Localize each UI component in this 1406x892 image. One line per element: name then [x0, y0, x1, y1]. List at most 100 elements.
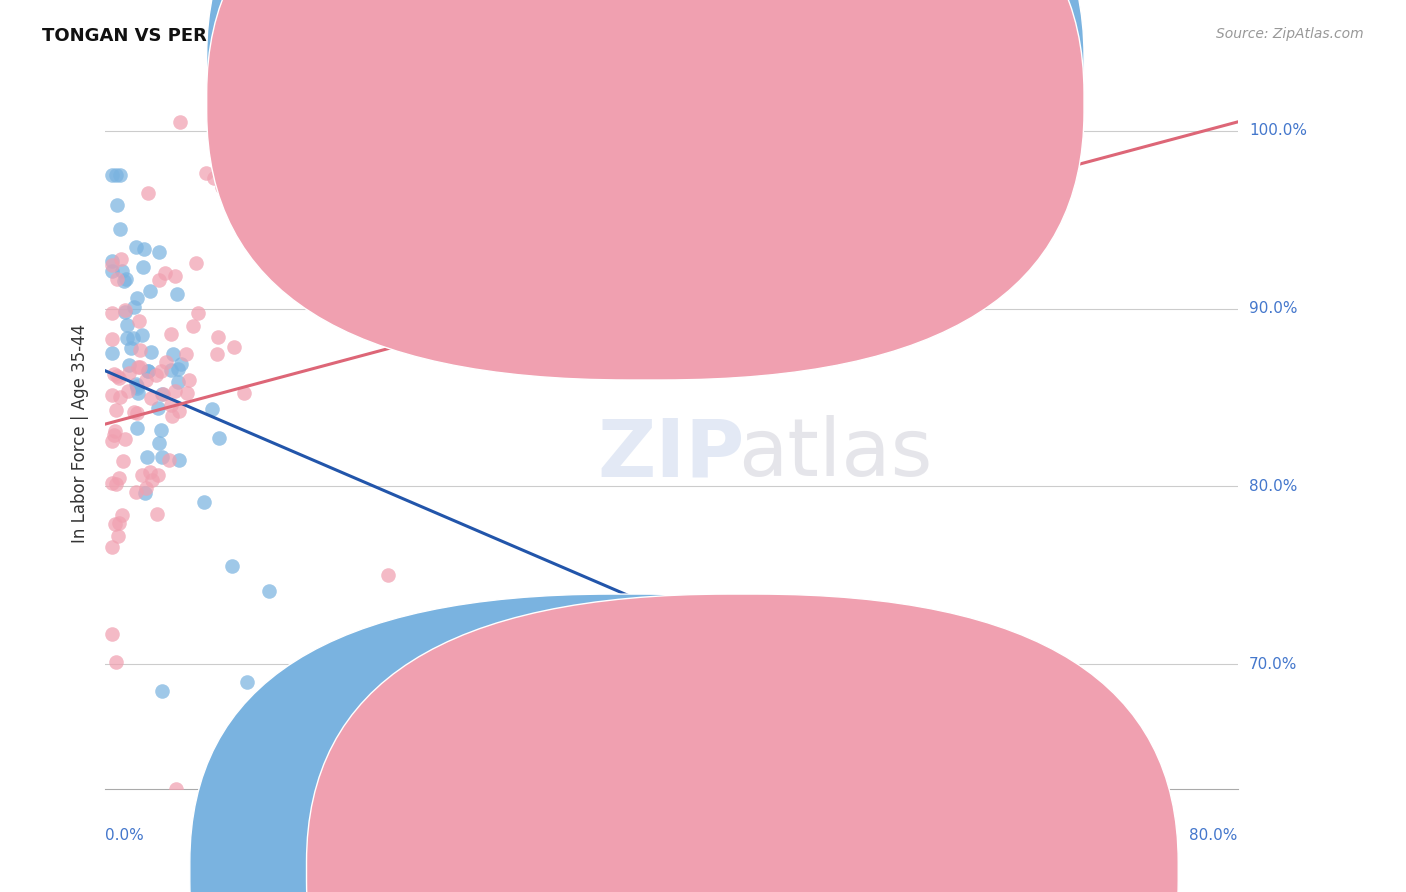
Point	[114, 432, 136, 446]
Point	[131, 327, 153, 342]
Point	[134, 486, 156, 500]
Point	[297, 115, 319, 129]
Text: 84: 84	[814, 95, 835, 109]
Point	[131, 468, 153, 483]
Point	[117, 384, 139, 399]
Point	[114, 302, 136, 317]
Point	[112, 453, 135, 467]
Point	[127, 379, 149, 393]
Point	[169, 115, 191, 129]
Point	[125, 421, 148, 435]
Point	[202, 170, 225, 185]
Point	[150, 450, 173, 464]
Point	[350, 115, 373, 129]
Point	[145, 507, 167, 521]
Point	[232, 385, 254, 400]
Point	[125, 381, 148, 395]
Point	[136, 364, 159, 378]
Point	[104, 424, 127, 438]
Point	[101, 475, 124, 490]
Point	[115, 330, 138, 344]
Point	[105, 369, 128, 384]
Point	[105, 272, 128, 286]
Point	[128, 359, 150, 374]
Point	[101, 306, 124, 320]
Point	[131, 260, 153, 274]
Point	[149, 423, 172, 437]
Point	[101, 388, 124, 402]
Point	[122, 405, 145, 419]
Point	[125, 485, 148, 500]
Point	[101, 168, 124, 182]
Text: 90.0%: 90.0%	[1249, 301, 1298, 316]
Text: 0.0%: 0.0%	[105, 828, 143, 843]
Text: 80.0%: 80.0%	[1249, 479, 1298, 494]
Point	[105, 168, 128, 182]
Point	[166, 286, 188, 301]
Point	[152, 387, 174, 401]
Point	[110, 252, 132, 267]
Text: 57: 57	[814, 57, 835, 71]
Text: Peruvians: Peruvians	[763, 864, 838, 879]
Point	[193, 495, 215, 509]
Point	[208, 431, 231, 445]
Point	[177, 373, 200, 387]
Point	[153, 266, 176, 280]
Point	[159, 363, 181, 377]
Point	[108, 221, 131, 235]
Y-axis label: In Labor Force | Age 35-44: In Labor Force | Age 35-44	[72, 324, 89, 542]
Point	[148, 245, 170, 260]
Text: 100.0%: 100.0%	[1249, 123, 1308, 138]
Point	[108, 370, 131, 384]
Point	[125, 406, 148, 420]
Point	[148, 273, 170, 287]
Point	[114, 305, 136, 319]
Point	[128, 314, 150, 328]
Point	[176, 385, 198, 400]
Text: N =: N =	[769, 57, 813, 71]
Point	[159, 398, 181, 412]
Point	[174, 346, 197, 360]
Point	[103, 367, 125, 381]
Point	[141, 391, 163, 405]
Text: -0.300: -0.300	[702, 57, 756, 71]
Point	[211, 179, 233, 194]
Point	[165, 781, 187, 796]
Point	[127, 360, 149, 375]
Point	[150, 386, 173, 401]
Point	[146, 401, 169, 415]
Point	[117, 318, 139, 332]
Point	[183, 318, 205, 333]
Point	[943, 124, 966, 138]
Point	[101, 540, 124, 554]
Point	[101, 253, 124, 268]
Point	[232, 115, 254, 129]
Point	[128, 343, 150, 357]
Point	[139, 344, 162, 359]
Point	[112, 274, 135, 288]
Point	[166, 362, 188, 376]
Point	[101, 332, 124, 346]
Point	[162, 409, 184, 424]
Point	[105, 402, 128, 417]
Text: 70.0%: 70.0%	[1249, 657, 1298, 672]
Point	[186, 255, 208, 269]
Text: Source: ZipAtlas.com: Source: ZipAtlas.com	[1216, 27, 1364, 41]
Text: 0.303: 0.303	[702, 95, 755, 109]
Text: ZIP: ZIP	[598, 416, 745, 493]
Point	[101, 264, 124, 278]
Point	[108, 516, 131, 530]
Point	[122, 300, 145, 314]
Point	[335, 742, 357, 756]
Point	[101, 627, 124, 641]
Point	[222, 340, 245, 354]
Point	[125, 240, 148, 254]
Point	[194, 165, 217, 179]
Point	[122, 331, 145, 345]
Text: 80.0%: 80.0%	[1189, 828, 1237, 843]
Point	[118, 358, 141, 372]
Point	[247, 161, 270, 175]
Text: R =: R =	[671, 57, 704, 71]
Text: Tongans: Tongans	[647, 864, 709, 879]
Point	[236, 674, 259, 689]
